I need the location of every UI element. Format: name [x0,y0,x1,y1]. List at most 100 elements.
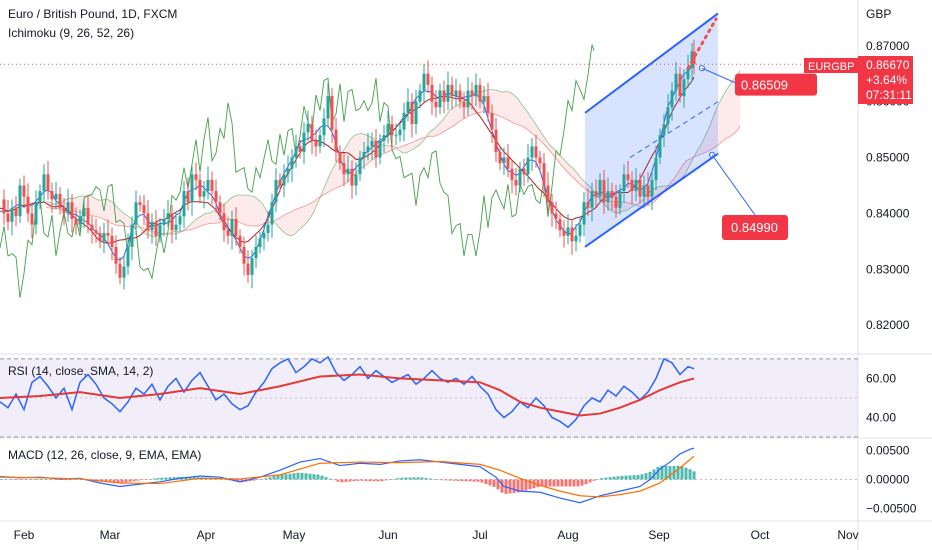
candle-body [626,174,630,180]
macd-histogram-bar [192,477,196,480]
candle [598,173,602,204]
candle [138,195,142,212]
channel-upper-line [584,12,719,114]
candle [646,172,650,206]
candle-body [406,101,410,113]
macd-histogram-bar [452,479,456,481]
candle [206,166,210,200]
candle-body [350,168,354,186]
macd-histogram-bar [4,479,8,480]
candle-body [238,235,242,247]
candle-body [634,179,638,192]
time-axis-label: Sep [648,528,670,542]
price-tag-countdown: 07:31:11 [866,88,912,102]
macd-legend[interactable]: MACD (12, 26, close, 9, EMA, EMA) [8,448,202,462]
candle-body [482,96,486,102]
candle [546,172,550,211]
candle [462,91,466,120]
macd-histogram-bar [392,478,396,480]
candle-body [158,224,162,236]
macd-histogram-bar [448,479,452,481]
candle [538,150,542,170]
time-axis-label: Aug [557,528,578,542]
candle-body [182,191,186,217]
macd-histogram-bar [476,479,480,482]
candle [534,134,538,168]
candle-body [290,157,294,169]
candle-body [470,90,474,97]
macd-histogram-bar [584,479,588,485]
candle-body [630,179,634,192]
annotation-text-upper: 0.86509 [741,78,788,93]
macd-histogram-bar [248,479,252,482]
time-axis-label: May [283,528,306,542]
candle [514,168,518,196]
candle [294,134,298,168]
macd-histogram-bar [456,479,460,481]
candle-body [214,191,218,203]
macd-histogram-bar [32,479,36,480]
candle-body [558,219,562,231]
macd-histogram-bar [20,479,24,480]
candle-body [606,191,610,203]
symbol-title[interactable]: Euro / British Pound, 1D, FXCM [8,7,178,21]
macd-histogram-bar [492,479,496,487]
rsi-axis-tick: 40.00 [866,410,896,424]
candle-body [298,146,302,152]
candle-body [126,246,130,267]
macd-histogram-bar [668,466,672,480]
ichimoku-legend[interactable]: Ichimoku (9, 26, 52, 26) [8,26,135,40]
candle-body [550,202,554,214]
macd-histogram-bar [360,479,364,481]
candle [466,77,470,116]
macd-histogram-bar [120,479,124,483]
macd-histogram-bar [372,479,376,482]
candle-body [30,213,34,225]
candle [146,200,150,239]
candle-body [338,151,342,164]
candle-body [602,179,606,203]
macd-histogram-bar [68,479,72,480]
macd-histogram-bar [528,479,532,490]
candle [226,216,230,245]
annotation-label-lower [722,215,788,240]
candle [506,144,510,178]
candle [602,169,606,214]
candle [678,67,682,103]
candle [502,147,506,175]
candle [662,113,666,147]
candle-body [454,90,458,97]
candle [358,150,362,182]
macd-axis-tick: 0.00500 [866,443,910,457]
macd-histogram-bar [484,479,488,485]
candle-body [330,96,334,130]
candle-body [130,224,134,247]
candle-body [474,84,478,97]
candle-body [38,191,42,203]
macd-histogram-bar [188,477,192,480]
candle [326,82,330,127]
candle [86,194,90,233]
candle [498,145,502,170]
macd-histogram-bar [552,479,556,487]
candle-body [282,174,286,186]
candle [622,164,626,203]
candle-body [438,90,442,108]
macd-histogram-bar [16,479,20,480]
candle [214,179,218,213]
candle-body [422,73,426,91]
macd-histogram-bar [108,479,112,483]
macd-histogram-bar [640,474,644,480]
candles [2,39,696,290]
candle [102,222,106,254]
macd-histogram-bar [468,479,472,482]
rsi-legend[interactable]: RSI (14, close, SMA, 14, 2) [8,364,154,378]
candle [478,78,482,109]
candle-body [570,227,574,242]
candle-body [42,174,46,192]
candle [250,249,254,289]
macd-histogram-bar [624,475,628,480]
candle-body [162,219,166,225]
candle [606,177,610,211]
